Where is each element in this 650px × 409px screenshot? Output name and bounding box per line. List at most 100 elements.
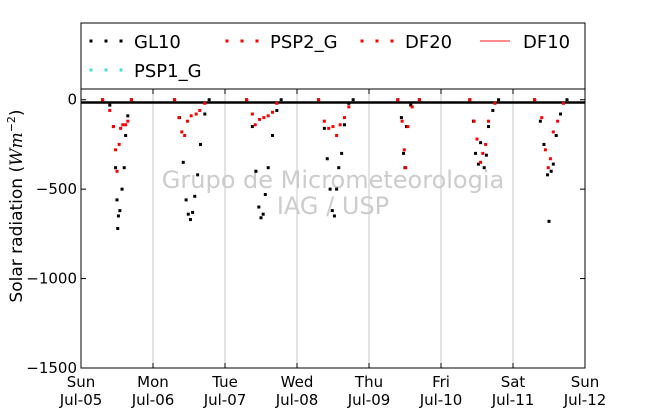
y-tick-label: −1500: [26, 359, 77, 377]
y-axis-label-exponent: −2: [5, 116, 18, 132]
data-point: [551, 162, 555, 166]
data-point: [101, 98, 105, 102]
y-tick-label: −500: [36, 180, 77, 198]
data-point: [409, 103, 413, 107]
x-tick-date: Jul-08: [275, 391, 319, 409]
data-point: [271, 110, 275, 114]
data-point: [475, 137, 479, 141]
data-point: [479, 160, 483, 164]
plot-area: [81, 89, 585, 368]
data-point: [533, 98, 537, 102]
data-point: [322, 119, 326, 123]
data-point: [129, 98, 133, 102]
watermark: Grupo de Micrometeorologia IAG / USP: [162, 166, 504, 220]
x-tick-day: Fri: [432, 373, 450, 391]
data-point: [317, 98, 321, 102]
data-point: [479, 141, 483, 145]
data-point: [540, 116, 544, 120]
data-point: [250, 125, 254, 129]
x-tick-day: Sun: [67, 373, 96, 391]
legend-item-psp1-g: PSP1_G: [89, 61, 202, 82]
data-point: [332, 214, 336, 218]
data-point: [322, 126, 326, 130]
watermark-line-1: Grupo de Micrometeorologia: [162, 166, 504, 194]
data-point: [474, 151, 478, 155]
data-point: [250, 112, 254, 116]
legend-dot-marker: [104, 68, 108, 72]
data-point: [335, 187, 339, 191]
data-point: [338, 123, 342, 127]
y-tick-label: −1000: [26, 270, 77, 288]
data-point: [327, 126, 331, 130]
data-point: [554, 134, 558, 137]
data-point: [116, 227, 120, 230]
data-point: [108, 108, 112, 112]
data-point: [111, 125, 115, 129]
y-axis-label-close: ): [7, 109, 27, 116]
data-point: [180, 130, 184, 134]
data-point: [399, 116, 403, 120]
data-point: [402, 151, 406, 155]
data-point: [183, 134, 187, 137]
data-point: [119, 126, 123, 130]
x-tick-day: Mon: [137, 373, 169, 391]
data-point: [347, 105, 351, 109]
legend-label: DF20: [405, 32, 452, 53]
data-point: [194, 112, 198, 116]
legend-dot-marker: [360, 39, 364, 43]
data-point: [275, 108, 279, 112]
legend-dot-marker: [119, 68, 123, 72]
data-point: [487, 119, 491, 123]
data-point: [186, 119, 190, 123]
data-point: [193, 194, 197, 198]
legend-item-df10: DF10: [480, 32, 570, 53]
y-axis-label: Solar radiation (Wm−2): [5, 109, 27, 302]
series-psp2-g: [101, 98, 565, 173]
legend-label: PSP2_G: [270, 32, 338, 53]
legend-dot-marker: [89, 39, 93, 43]
data-point: [548, 157, 552, 161]
x-tick-date: Jul-06: [131, 391, 175, 409]
series-group: [101, 98, 569, 230]
data-point: [343, 116, 347, 120]
legend-item-psp2-g: PSP2_G: [225, 32, 338, 53]
data-point: [556, 119, 560, 123]
data-point: [184, 198, 188, 202]
x-tick-day: Sat: [501, 373, 526, 391]
legend-dot-marker: [240, 39, 244, 43]
data-point: [565, 98, 569, 102]
data-point: [481, 151, 485, 155]
data-point: [262, 116, 266, 120]
data-point: [115, 198, 119, 202]
data-point: [551, 130, 555, 134]
data-point: [396, 98, 400, 102]
data-point: [116, 214, 120, 218]
data-point: [203, 101, 207, 105]
data-point: [493, 101, 497, 105]
data-point: [122, 166, 126, 170]
data-point: [207, 98, 211, 102]
legend-dot-marker: [119, 39, 123, 43]
data-point: [400, 119, 404, 123]
data-point: [258, 117, 262, 121]
data-point: [476, 162, 480, 166]
data-point: [343, 123, 347, 127]
data-point: [543, 148, 547, 152]
y-axis: 0 −500 −1000 −1500: [26, 91, 585, 377]
legend-dot-marker: [225, 39, 229, 43]
data-point: [198, 108, 202, 112]
data-point: [263, 193, 267, 197]
data-point: [549, 169, 553, 173]
data-point: [351, 98, 355, 102]
data-point: [487, 125, 491, 129]
data-point: [259, 216, 263, 220]
data-point: [337, 166, 341, 170]
x-tick-date: Jul-11: [491, 391, 535, 409]
data-point: [114, 148, 118, 152]
data-point: [189, 114, 193, 118]
x-tick-date: Jul-09: [347, 391, 391, 409]
data-point: [253, 123, 257, 127]
data-point: [402, 148, 406, 152]
x-tick-date: Jul-05: [59, 391, 103, 409]
